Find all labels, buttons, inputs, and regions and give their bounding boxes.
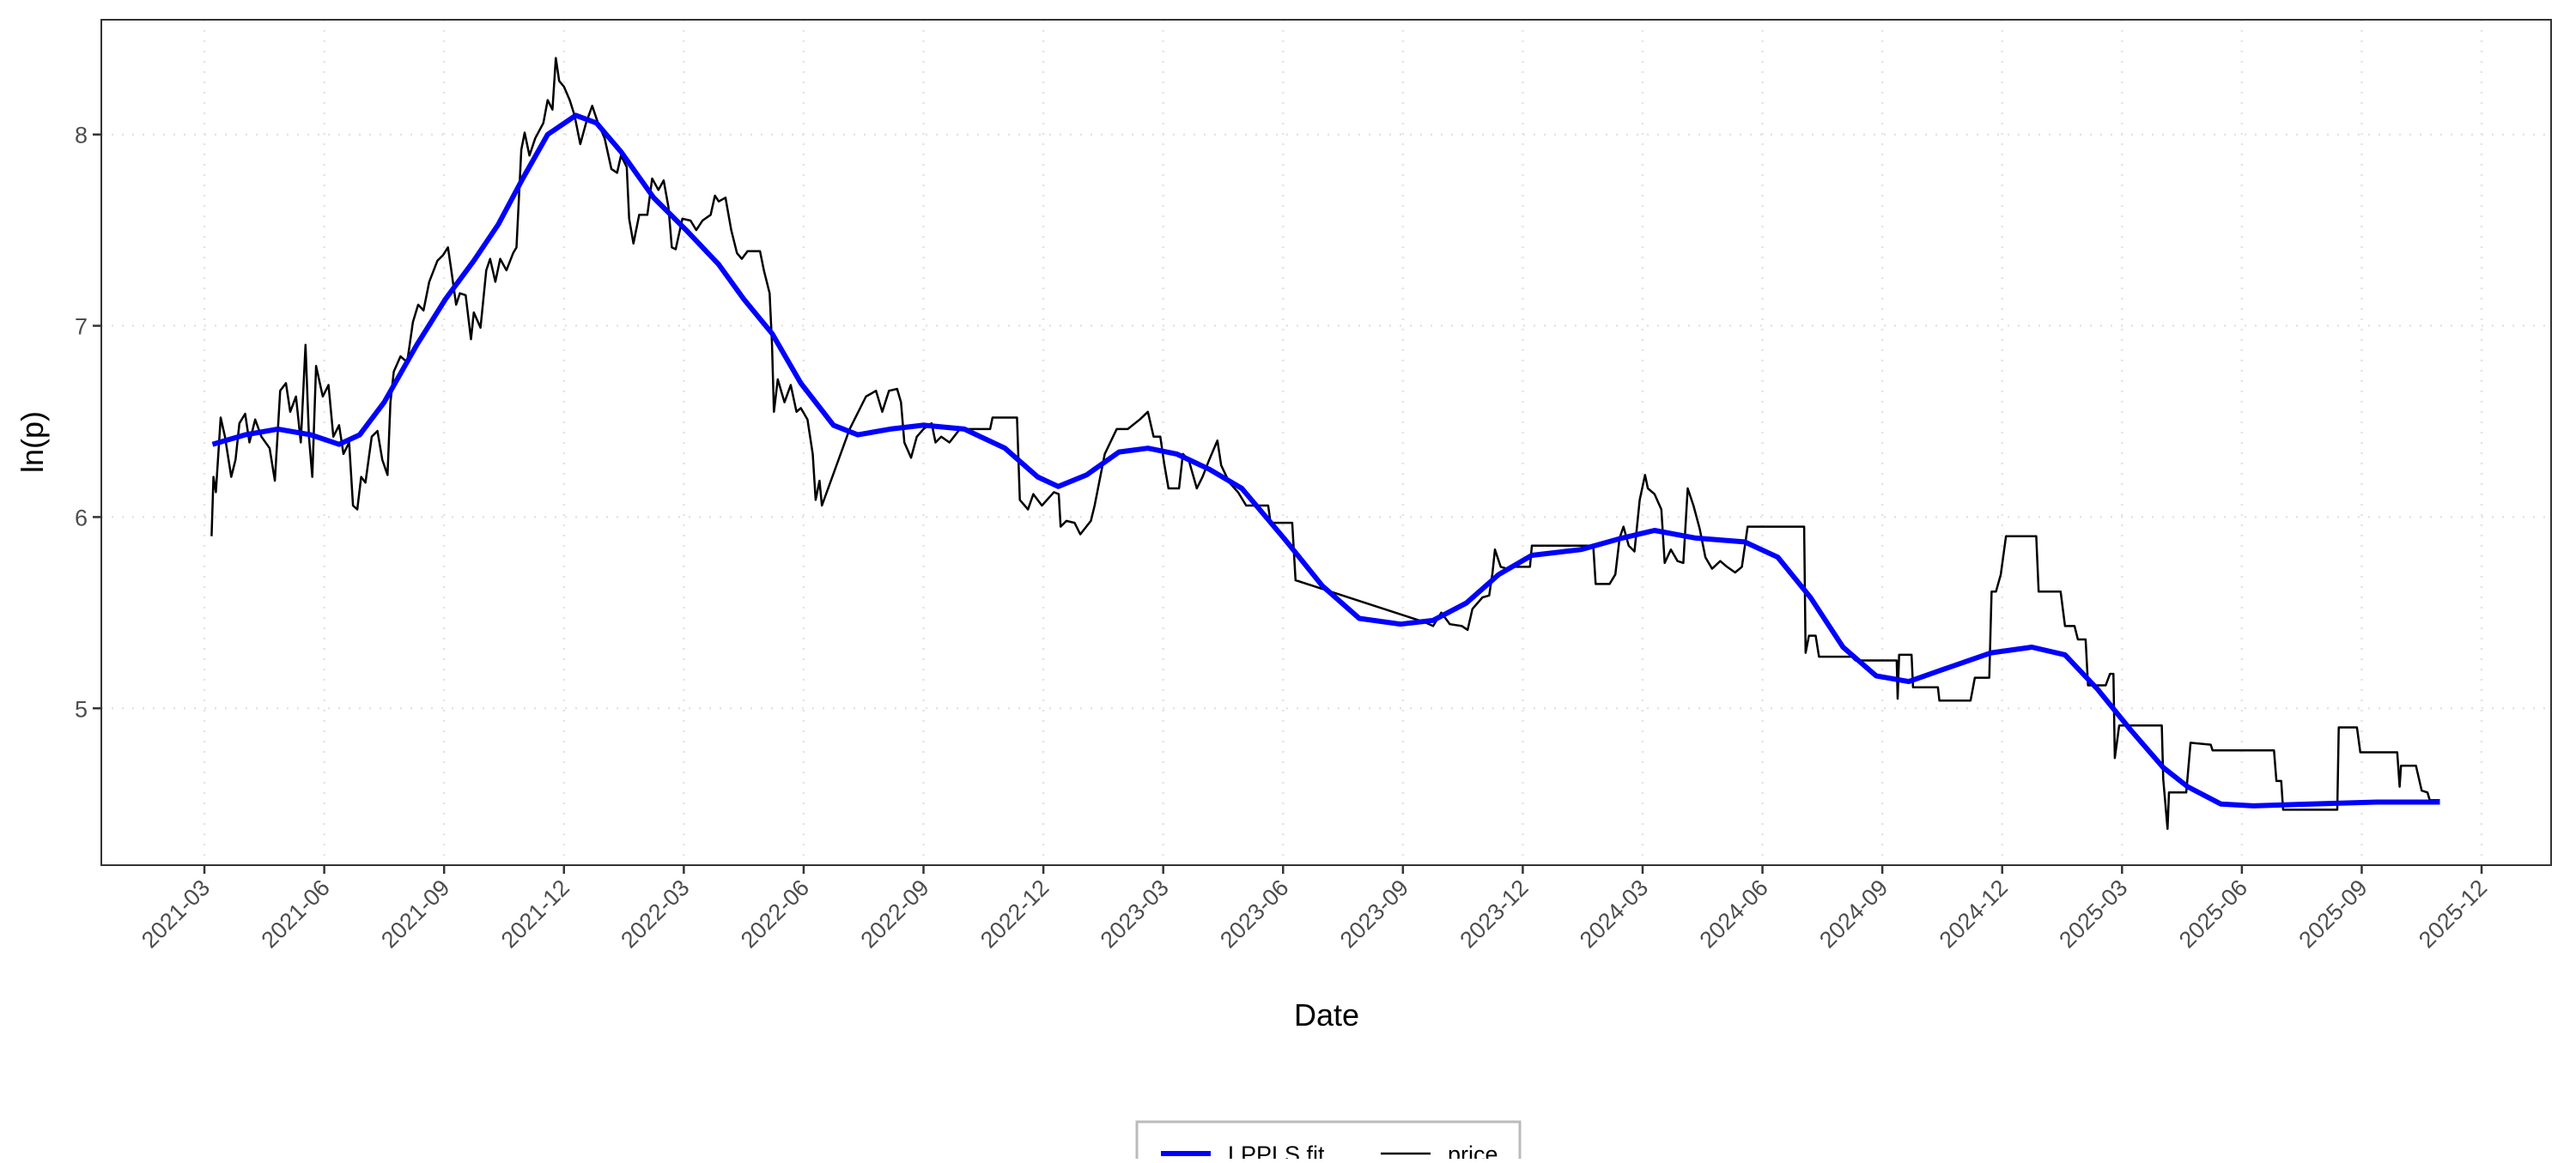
series-layer [210, 57, 2440, 830]
x-axis-title: Date [1294, 997, 1359, 1033]
series-line-lppls-fit [211, 112, 2440, 809]
y-tick-label: 8 [75, 123, 88, 148]
grid-lines [101, 20, 2551, 865]
plot-panel-border [100, 19, 2552, 866]
legend-label-lppls-fit: LPPLS fit [1228, 1142, 1325, 1159]
series-line-price [210, 57, 2440, 830]
y-tick-label: 7 [75, 314, 88, 340]
y-axis: 5 6 7 8 [75, 123, 101, 722]
y-tick-label: 6 [75, 505, 88, 530]
legend: LPPLS fit price [1135, 1120, 1522, 1163]
legend-label-price: price [1448, 1142, 1498, 1159]
y-tick-label: 5 [75, 696, 88, 722]
y-axis-title: ln(p) [15, 411, 50, 473]
